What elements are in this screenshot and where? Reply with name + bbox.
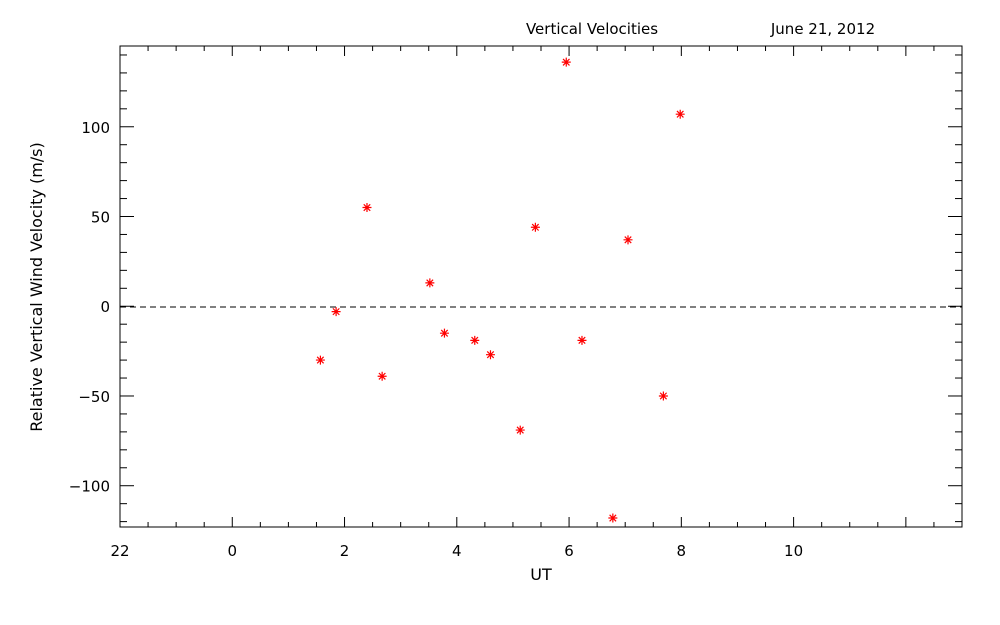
x-tick-label: 10: [784, 542, 803, 560]
x-tick-label: 4: [452, 542, 462, 560]
y-tick-label: 50: [91, 209, 110, 227]
asterisk-marker: [658, 391, 668, 401]
data-point: [425, 278, 435, 288]
y-tick-label: 100: [81, 119, 110, 137]
asterisk-marker: [530, 222, 540, 232]
asterisk-marker: [425, 278, 435, 288]
data-point: [377, 371, 387, 381]
asterisk-marker: [315, 355, 325, 365]
data-point: [470, 335, 480, 345]
data-point: [623, 235, 633, 245]
y-axis-label: Relative Vertical Wind Velocity (m/s): [27, 142, 46, 432]
x-tick-label: 2: [340, 542, 350, 560]
x-tick-label: 6: [564, 542, 574, 560]
asterisk-marker: [362, 203, 372, 213]
data-point: [530, 222, 540, 232]
data-point: [515, 425, 525, 435]
data-points: [315, 57, 685, 523]
y-tick-labels: −100 −50 0 50 100: [69, 119, 110, 496]
chart-date: June 21, 2012: [770, 20, 875, 38]
data-point: [439, 328, 449, 338]
asterisk-marker: [377, 371, 387, 381]
asterisk-marker: [608, 513, 618, 523]
y-tick-label: 0: [100, 298, 110, 316]
x-tick-label: 0: [227, 542, 237, 560]
data-point: [675, 109, 685, 119]
asterisk-marker: [515, 425, 525, 435]
x-axis-label: UT: [530, 565, 552, 584]
asterisk-marker: [331, 307, 341, 317]
data-point: [315, 355, 325, 365]
x-tick-labels: 22 0 2 4 6 8 10: [110, 542, 803, 560]
data-point: [608, 513, 618, 523]
chart-title: Vertical Velocities: [526, 20, 658, 38]
asterisk-marker: [485, 350, 495, 360]
asterisk-marker: [470, 335, 480, 345]
data-point: [577, 335, 587, 345]
asterisk-marker: [623, 235, 633, 245]
plot-frame: [119, 45, 963, 528]
data-point: [485, 350, 495, 360]
asterisk-marker: [577, 335, 587, 345]
asterisk-marker: [561, 57, 571, 67]
asterisk-marker: [675, 109, 685, 119]
data-point: [658, 391, 668, 401]
y-tick-label: −100: [69, 478, 110, 496]
x-tick-label: 22: [110, 542, 129, 560]
axis-ticks: [119, 46, 963, 527]
asterisk-marker: [439, 328, 449, 338]
x-tick-label: 8: [677, 542, 687, 560]
data-point: [331, 307, 341, 317]
y-tick-label: −50: [78, 388, 110, 406]
data-point: [561, 57, 571, 67]
data-point: [362, 203, 372, 213]
